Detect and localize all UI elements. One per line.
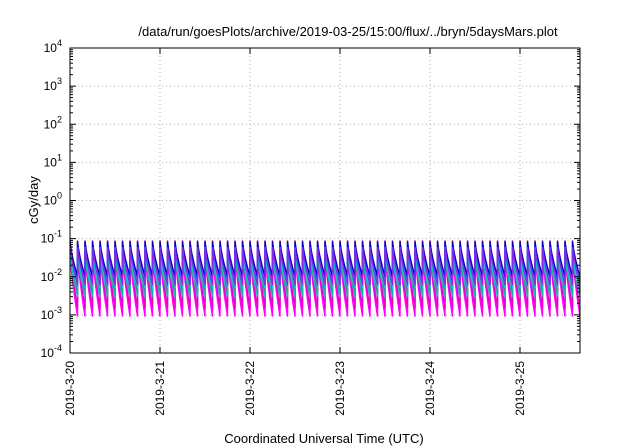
y-tick-label: 104 — [44, 38, 62, 55]
x-tick-label: 2019-3-24 — [423, 361, 437, 416]
y-tick-label: 10-3 — [41, 305, 62, 322]
x-axis-label: Coordinated Universal Time (UTC) — [224, 431, 423, 446]
y-tick-label: 100 — [44, 191, 62, 208]
series-line — [69, 247, 581, 286]
y-axis-ticks: 10-4 10-3 10-2 10-1 100 101 102 103 104 — [41, 38, 580, 360]
x-axis-ticks: 2019-3-20 2019-3-21 2019-3-22 2019-3-23 2019… — [63, 48, 527, 416]
x-tick-label: 2019-3-25 — [513, 361, 527, 416]
y-tick-label: 103 — [44, 76, 62, 93]
x-tick-label: 2019-3-21 — [153, 361, 167, 416]
y-tick-label: 10-1 — [41, 229, 62, 246]
y-tick-label: 10-4 — [41, 343, 62, 360]
x-tick-label: 2019-3-23 — [333, 361, 347, 416]
x-tick-label: 2019-3-20 — [63, 361, 77, 416]
y-tick-label: 10-2 — [41, 267, 62, 284]
chart-title: /data/run/goesPlots/archive/2019-03-25/1… — [138, 24, 558, 39]
y-tick-label: 102 — [44, 114, 62, 131]
y-tick-label: 101 — [44, 152, 62, 169]
data-series — [69, 240, 581, 317]
y-axis-label: cGy/day — [26, 176, 41, 224]
x-tick-label: 2019-3-22 — [243, 361, 257, 416]
